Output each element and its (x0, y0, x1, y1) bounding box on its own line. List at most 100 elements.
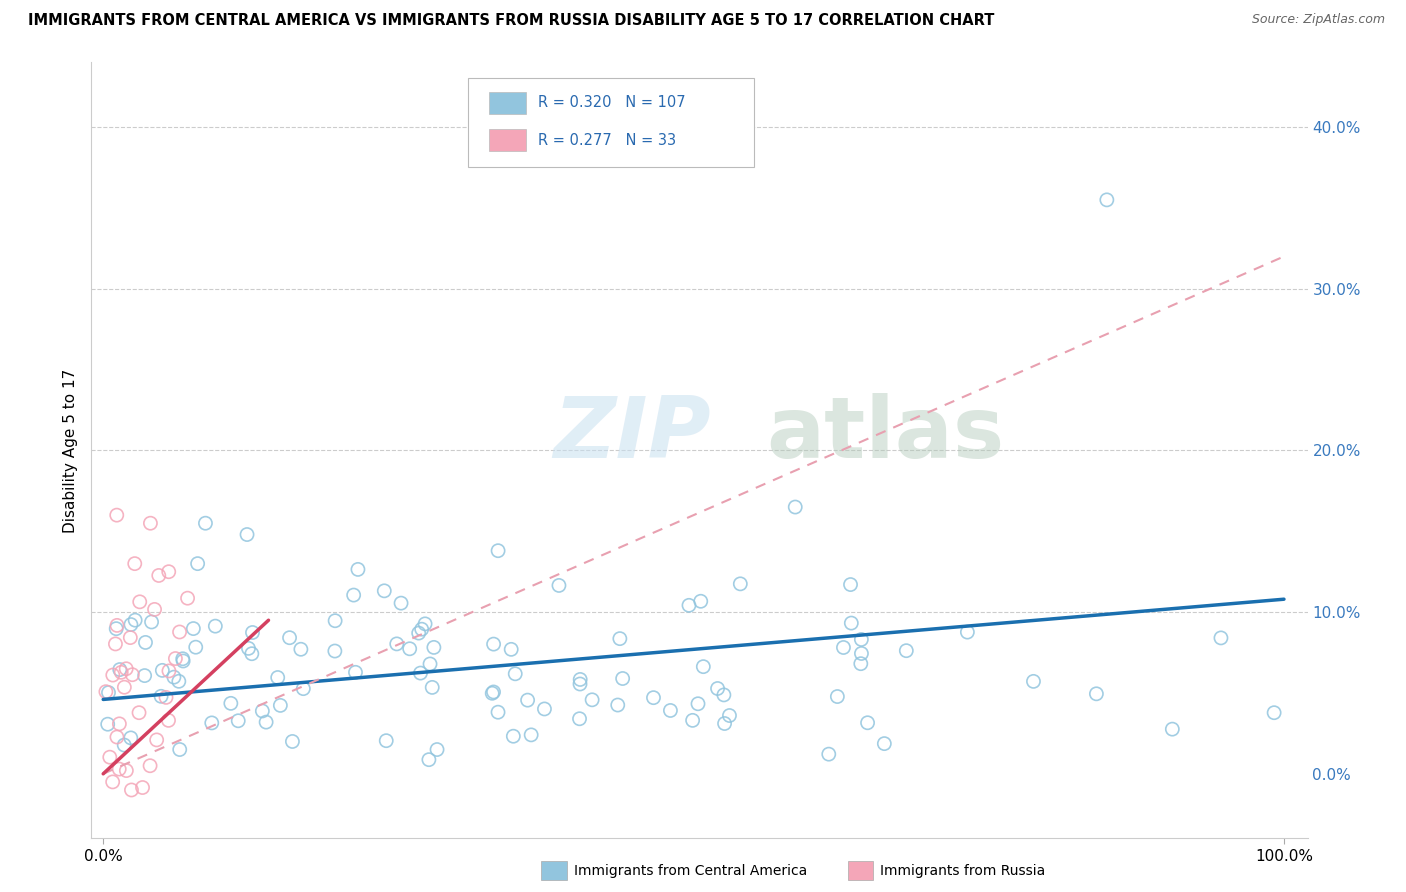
Point (115, 662, 138, 676)
Point (682, 714, 704, 728)
Point (689, 594, 711, 608)
Point (269, 698, 291, 713)
Point (121, 783, 143, 797)
Point (706, 681, 728, 696)
Point (343, 588, 366, 602)
Point (157, 565, 180, 579)
Point (155, 690, 177, 705)
Point (108, 762, 131, 776)
Point (323, 614, 346, 628)
Point (347, 562, 370, 576)
Point (609, 632, 631, 646)
Point (128, 706, 150, 720)
Point (120, 731, 142, 745)
Point (115, 764, 138, 778)
Point (94, 684, 117, 698)
Point (104, 637, 127, 651)
Point (398, 641, 420, 656)
Point (120, 631, 142, 645)
Text: Immigrants from Russia: Immigrants from Russia (880, 864, 1046, 879)
Point (139, 516, 162, 531)
Point (169, 625, 191, 640)
Text: atlas: atlas (766, 393, 1005, 476)
Point (411, 622, 433, 636)
Point (97, 685, 120, 699)
Point (612, 672, 634, 686)
Point (148, 568, 170, 582)
Point (131, 780, 153, 795)
Point (482, 685, 505, 699)
Point (1095, 193, 1118, 207)
Point (124, 557, 146, 571)
Point (226, 714, 249, 728)
Point (108, 716, 131, 731)
Point (533, 702, 555, 716)
Point (423, 640, 446, 655)
Point (134, 635, 156, 649)
Point (323, 644, 346, 658)
Point (101, 775, 124, 789)
Point (426, 742, 449, 756)
Point (105, 618, 128, 632)
Y-axis label: Disability Age 5 to 17: Disability Age 5 to 17 (62, 368, 77, 533)
Point (486, 543, 509, 558)
Point (713, 716, 735, 731)
Point (157, 714, 180, 728)
Point (143, 602, 166, 616)
Point (219, 697, 242, 711)
Point (97, 717, 120, 731)
Point (956, 625, 979, 640)
Point (896, 643, 918, 657)
Point (267, 671, 290, 685)
Point (157, 664, 180, 678)
Point (718, 708, 741, 723)
Point (420, 681, 443, 695)
Point (172, 654, 194, 668)
Point (832, 640, 855, 655)
Point (501, 642, 523, 657)
Point (344, 665, 367, 680)
Point (481, 686, 503, 700)
Point (568, 712, 591, 726)
Point (516, 693, 538, 707)
Point (486, 705, 509, 719)
Point (167, 674, 190, 689)
Point (278, 631, 301, 645)
Point (150, 664, 173, 678)
Point (375, 733, 398, 747)
Point (1085, 687, 1108, 701)
Point (254, 715, 277, 730)
Point (581, 693, 603, 707)
Point (242, 625, 264, 640)
Text: R = 0.320   N = 107: R = 0.320 N = 107 (537, 95, 685, 111)
Point (502, 729, 524, 743)
Point (839, 616, 862, 631)
Point (150, 690, 173, 704)
Point (105, 622, 128, 636)
Point (409, 666, 432, 681)
Point (569, 677, 592, 691)
Point (1022, 674, 1045, 689)
Point (121, 667, 143, 681)
Point (105, 730, 128, 744)
Point (851, 647, 873, 661)
Point (110, 665, 132, 680)
Point (569, 673, 592, 687)
Point (290, 642, 312, 657)
Text: ZIP: ZIP (554, 393, 711, 476)
Point (236, 527, 259, 541)
Point (105, 508, 128, 523)
Point (292, 681, 315, 696)
Text: Immigrants from Central America: Immigrants from Central America (574, 864, 807, 879)
Point (184, 640, 207, 655)
Point (827, 690, 849, 704)
Point (849, 657, 872, 671)
Point (169, 742, 191, 756)
Point (413, 616, 436, 631)
Point (643, 690, 665, 705)
Point (238, 641, 260, 656)
Point (785, 500, 807, 514)
Point (389, 596, 412, 610)
Point (839, 577, 862, 591)
Point (856, 715, 879, 730)
